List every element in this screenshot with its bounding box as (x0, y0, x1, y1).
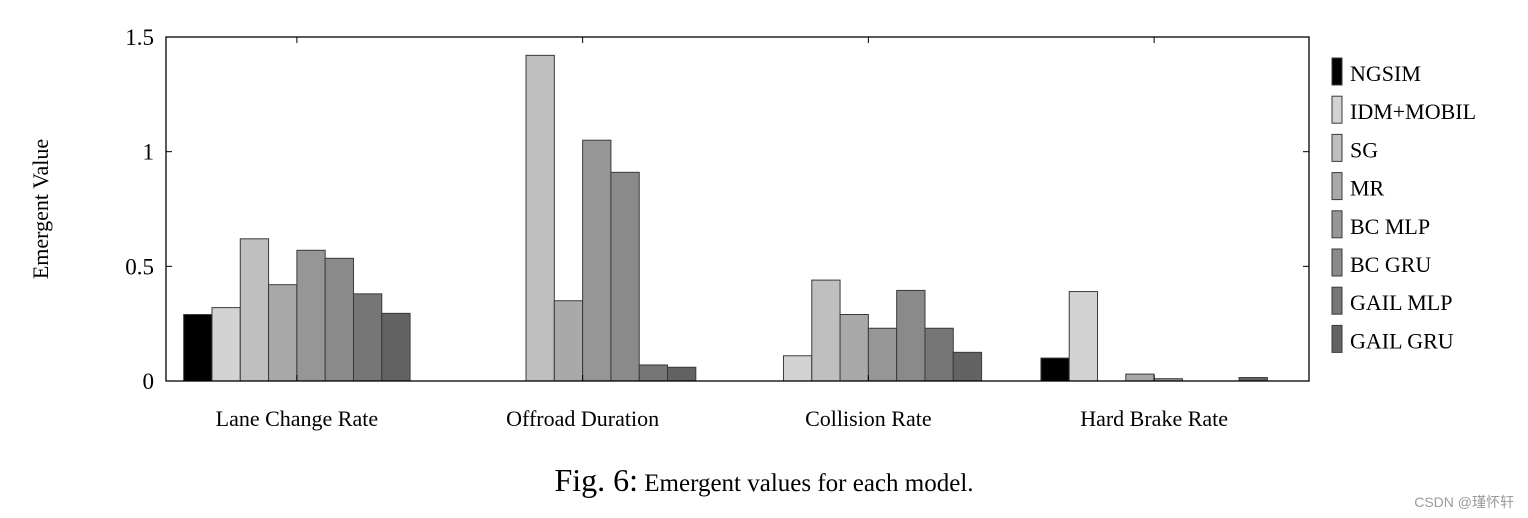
legend-label: IDM+MOBIL (1350, 99, 1476, 124)
legend-label: BC GRU (1350, 252, 1431, 277)
bar-gail-mlp-1 (352, 293, 383, 382)
y-tick-label: 0 (143, 369, 155, 394)
watermark: CSDN @瑾怀轩 (1414, 494, 1514, 510)
caption-label: Fig. 6: (554, 462, 639, 498)
bar-gail-gru-3 (952, 351, 983, 382)
bar-mr-3 (839, 313, 869, 382)
bar-gail-mlp-2 (638, 364, 669, 382)
legend-label: NGSIM (1350, 61, 1421, 86)
bar-bc-gru-1 (324, 257, 354, 382)
legend-label: GAIL MLP (1350, 290, 1452, 315)
bar-sg-3 (811, 279, 841, 382)
y-tick-label: 0.5 (125, 254, 154, 279)
legend-swatch (1331, 133, 1343, 162)
bar-bc-gru-2 (610, 171, 640, 382)
legend-swatch (1331, 95, 1343, 124)
legend-swatch (1331, 286, 1343, 315)
y-tick-label: 1.5 (125, 25, 154, 50)
bar-bc-mlp-2 (582, 139, 612, 382)
figure-caption: Fig. 6: Emergent values for each model. (0, 462, 1528, 499)
bar-bc-gru-3 (896, 289, 926, 382)
bar-bc-mlp-1 (296, 249, 326, 382)
x-axis: Lane Change Rate Offroad Duration Collisio… (216, 37, 1228, 431)
y-tick-label: 1 (143, 140, 155, 165)
bar-gail-mlp-3 (924, 327, 954, 382)
bar-sg-1 (239, 238, 270, 382)
legend: NGSIM IDM+MOBIL SG MR BC MLP BC GRU GAIL MLP GA… (1331, 57, 1476, 353)
bar-ngsim-1 (183, 313, 213, 382)
bar-bc-mlp-3 (867, 327, 898, 382)
bars-layer (183, 54, 1268, 382)
caption-text: Emergent values for each model. (644, 470, 974, 497)
x-tick-label: Offroad Duration (506, 406, 659, 431)
legend-label: BC MLP (1350, 214, 1430, 239)
legend-swatch (1331, 248, 1343, 277)
plot-frame (165, 36, 1310, 382)
bar-idm-mobil-1 (211, 307, 241, 382)
y-axis-label: Emergent Value (28, 139, 53, 279)
x-tick-label: Lane Change Rate (216, 406, 379, 431)
legend-swatch (1331, 324, 1343, 353)
legend-label: MR (1350, 176, 1385, 201)
legend-swatch (1331, 210, 1343, 239)
bar-mr-2 (553, 300, 584, 382)
bar-gail-gru-2 (667, 366, 697, 382)
bar-mr-4 (1125, 373, 1155, 382)
legend-swatch (1331, 57, 1343, 86)
legend-swatch (1331, 172, 1343, 201)
x-tick-label: Collision Rate (805, 406, 932, 431)
bar-mr-1 (268, 284, 298, 382)
bar-sg-2 (525, 54, 555, 382)
bar-gail-gru-1 (381, 312, 411, 382)
legend-label: GAIL GRU (1350, 328, 1454, 353)
y-axis: 0 0.5 1 1.5 (125, 25, 1309, 394)
legend-label: SG (1350, 137, 1378, 162)
bar-idm-mobil-3 (782, 355, 813, 382)
bar-ngsim-4 (1040, 357, 1070, 382)
bar-idm-mobil-4 (1068, 291, 1099, 382)
x-tick-label: Hard Brake Rate (1080, 406, 1228, 431)
